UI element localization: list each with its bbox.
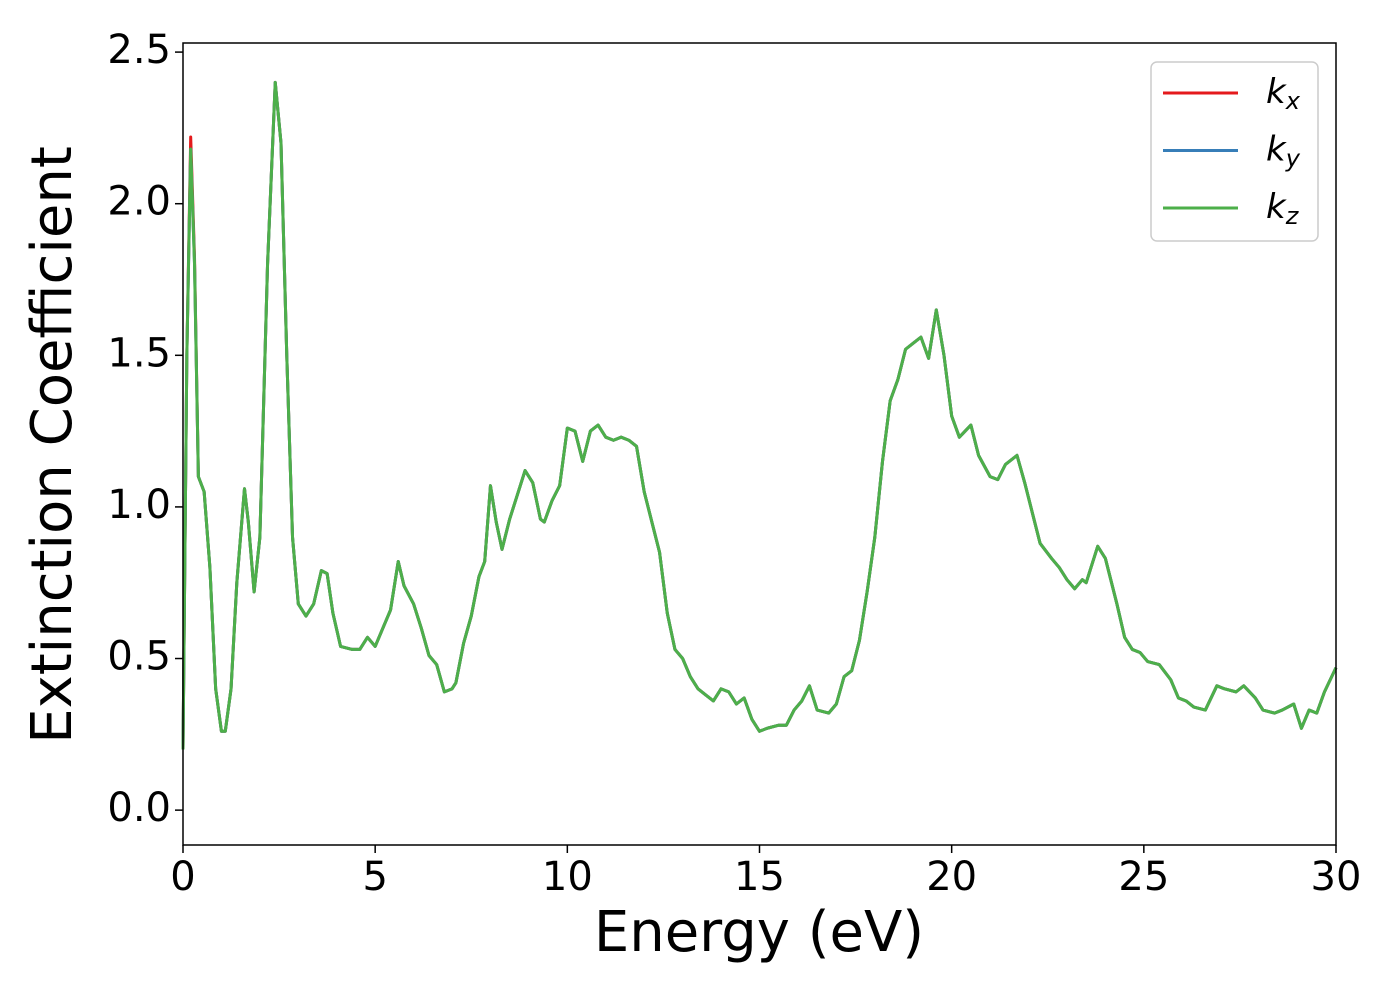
y-tick-label: 0.5 — [107, 634, 171, 680]
x-tick-label: 25 — [1118, 854, 1169, 900]
legend-label: ky — [1266, 129, 1301, 173]
legend-label: kx — [1266, 72, 1301, 116]
y-tick-label: 2.5 — [107, 27, 171, 73]
x-tick-label: 15 — [734, 854, 785, 900]
x-axis-label: Energy (eV) — [594, 900, 924, 965]
x-tick-label: 5 — [362, 854, 387, 900]
plot-frame — [182, 42, 1337, 846]
data-line — [181, 80, 1338, 750]
legend-label: kz — [1266, 187, 1300, 231]
y-tick-label: 1.0 — [107, 482, 171, 528]
x-tick-label: 20 — [926, 854, 977, 900]
y-tick-label: 1.5 — [107, 330, 171, 376]
x-tick-label: 30 — [1311, 854, 1362, 900]
y-axis-label: Extinction Coefficient — [20, 146, 85, 744]
x-tick-label: 0 — [170, 854, 195, 900]
y-tick-label: 0.0 — [107, 785, 171, 831]
y-tick-label: 2.0 — [107, 179, 171, 225]
legend: kx ky kz — [1150, 61, 1319, 242]
x-tick-label: 10 — [542, 854, 593, 900]
